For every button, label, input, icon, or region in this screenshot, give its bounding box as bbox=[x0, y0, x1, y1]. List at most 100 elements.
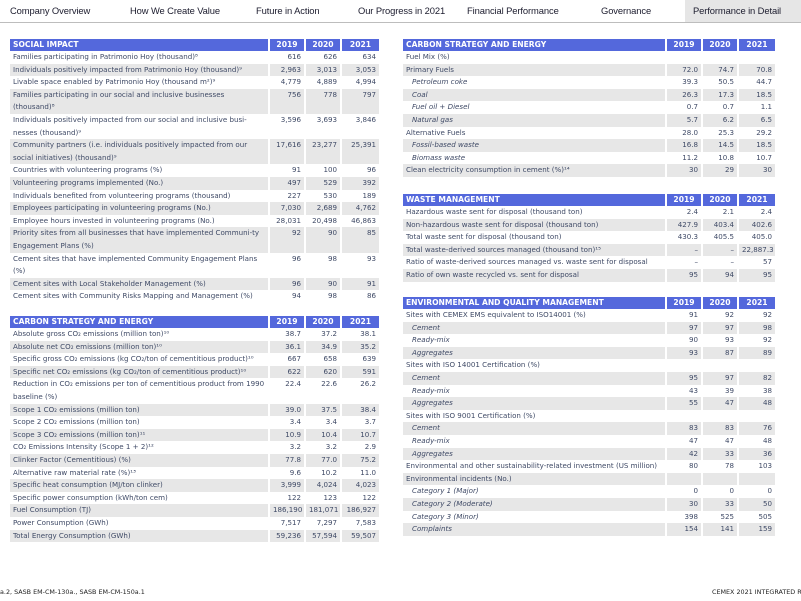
row-value: 98 bbox=[306, 290, 340, 303]
row-value: 186,190 bbox=[270, 504, 304, 517]
row-value: 90 bbox=[306, 227, 340, 253]
row-value: 50.5 bbox=[703, 76, 737, 89]
row-label: Families participating in Patrimonio Hoy… bbox=[10, 51, 268, 64]
top-navigation: Company Overview How We Create Value Fut… bbox=[0, 0, 801, 23]
tab-company-overview[interactable]: Company Overview bbox=[10, 5, 91, 16]
row-value: 18.5 bbox=[739, 88, 775, 102]
row-label: Category 3 (Minor) bbox=[403, 510, 665, 524]
row-value: 154 bbox=[667, 523, 701, 536]
table-row: Cement 97 97 98 bbox=[403, 321, 775, 335]
row-value: 123 bbox=[306, 491, 340, 505]
row-value: 33 bbox=[703, 497, 737, 511]
tab-performance-in-detail[interactable]: Performance in Detail bbox=[685, 0, 801, 22]
row-value: 4,994 bbox=[342, 76, 379, 89]
row-label: Scope 3 CO₂ emissions (million ton)¹¹ bbox=[10, 428, 268, 442]
row-value: 6.2 bbox=[703, 113, 737, 127]
row-label: Petroleum coke bbox=[403, 76, 665, 89]
row-value bbox=[703, 472, 737, 486]
row-value: 86 bbox=[342, 290, 379, 303]
year-header: 2021 bbox=[739, 39, 775, 51]
year-header: 2021 bbox=[739, 297, 775, 309]
row-value: 756 bbox=[270, 88, 304, 114]
row-value: 50 bbox=[739, 497, 775, 511]
row-label: Category 1 (Major) bbox=[403, 485, 665, 498]
row-value: 25,391 bbox=[342, 139, 379, 165]
row-value: 3,013 bbox=[306, 63, 340, 77]
table-row: Ready-mix 43 39 38 bbox=[403, 384, 775, 398]
row-value: 7,030 bbox=[270, 202, 304, 215]
row-label: Total waste sent for disposal (thousand … bbox=[403, 231, 665, 244]
row-value bbox=[667, 472, 701, 486]
table-row: Cement 83 83 76 bbox=[403, 422, 775, 435]
row-value: 181,071 bbox=[306, 504, 340, 517]
row-value: 591 bbox=[342, 365, 379, 379]
row-value: 159 bbox=[739, 523, 775, 536]
row-label: Cement bbox=[403, 371, 665, 385]
row-value: 10.7 bbox=[739, 151, 775, 165]
row-value bbox=[667, 51, 701, 64]
row-value: 405.5 bbox=[703, 231, 737, 244]
row-value: 3,053 bbox=[342, 63, 379, 77]
table-row: Biomass waste 11.2 10.8 10.7 bbox=[403, 151, 775, 165]
row-value: 90 bbox=[306, 277, 340, 291]
row-value: 778 bbox=[306, 88, 340, 114]
table-row: Petroleum coke 39.3 50.5 44.7 bbox=[403, 76, 775, 89]
carbon-strategy-energy-table-left: CARBON STRATEGY AND ENERGY 2019 2020 2021 Ab… bbox=[10, 316, 379, 543]
table-header-row: ENVIRONMENTAL AND QUALITY MANAGEMENT 2019… bbox=[403, 297, 775, 309]
row-value: 90 bbox=[667, 334, 701, 347]
row-value: 96 bbox=[342, 164, 379, 177]
row-value: 0 bbox=[667, 485, 701, 498]
table-row: Complaints 154 141 159 bbox=[403, 523, 775, 536]
row-value: 96 bbox=[270, 252, 304, 278]
table-row: Sites with ISO 14001 Certification (%) bbox=[403, 359, 775, 372]
row-value: 26.3 bbox=[667, 88, 701, 102]
row-label: Ratio of own waste recycled vs. sent for… bbox=[403, 268, 665, 282]
row-label: Specific gross CO₂ emissions (kg CO₂/ton… bbox=[10, 353, 268, 366]
row-value: 11.2 bbox=[667, 151, 701, 165]
row-value: 75.2 bbox=[342, 453, 379, 467]
row-value: 2,963 bbox=[270, 63, 304, 77]
row-value: 17.3 bbox=[703, 88, 737, 102]
row-value: 39.3 bbox=[667, 76, 701, 89]
row-value: 3,596 bbox=[270, 113, 304, 140]
row-value: 525 bbox=[703, 510, 737, 524]
row-label: Alternative Fuels bbox=[403, 126, 665, 140]
row-value: 30 bbox=[667, 164, 701, 177]
row-label: Coal bbox=[403, 88, 665, 102]
row-value: 186,927 bbox=[342, 504, 379, 517]
table-row: Total Energy Consumption (GWh) 59,236 57,5… bbox=[10, 529, 379, 543]
tab-our-progress-2021[interactable]: Our Progress in 2021 bbox=[358, 5, 446, 16]
table-row: Power Consumption (GWh) 7,517 7,297 7,583 bbox=[10, 516, 379, 530]
table-row: Non-hazardous waste sent for disposal (t… bbox=[403, 218, 775, 232]
table-title: WASTE MANAGEMENT bbox=[403, 194, 665, 206]
table-row: Families participating in Patrimonio Hoy… bbox=[10, 51, 379, 64]
row-value: 5.7 bbox=[667, 113, 701, 127]
row-label: Employees participating in volunteering … bbox=[10, 202, 268, 215]
row-value: 392 bbox=[342, 176, 379, 190]
row-value: 82 bbox=[739, 371, 775, 385]
row-value: 10.9 bbox=[270, 428, 304, 442]
row-label: Aggregates bbox=[403, 397, 665, 410]
tab-governance[interactable]: Governance bbox=[601, 5, 652, 16]
row-label: Total Energy Consumption (GWh) bbox=[10, 529, 268, 543]
row-value: 91 bbox=[342, 277, 379, 291]
table-row: Individuals positively impacted from our… bbox=[10, 113, 379, 140]
row-value: 16.8 bbox=[667, 139, 701, 152]
row-value: 92 bbox=[739, 334, 775, 347]
tab-future-in-action[interactable]: Future in Action bbox=[256, 5, 320, 16]
table-row: Absolute gross CO₂ emissions (million to… bbox=[10, 328, 379, 341]
table-row: Fossil-based waste 16.8 14.5 18.5 bbox=[403, 139, 775, 152]
row-value: 658 bbox=[306, 353, 340, 366]
row-value: 1.1 bbox=[739, 101, 775, 114]
tab-financial-performance[interactable]: Financial Performance bbox=[467, 5, 559, 16]
table-header-row: SOCIAL IMPACT 2019 2020 2021 bbox=[10, 39, 379, 51]
row-value: 639 bbox=[342, 353, 379, 366]
row-value: 47 bbox=[703, 397, 737, 410]
tab-how-we-create-value[interactable]: How We Create Value bbox=[130, 5, 220, 16]
row-value: 122 bbox=[342, 491, 379, 505]
row-label: Community partners (i.e. individuals pos… bbox=[10, 139, 268, 165]
table-row: Ready-mix 90 93 92 bbox=[403, 334, 775, 347]
row-label: Fuel oil + Diesel bbox=[403, 101, 665, 114]
row-value: 14.5 bbox=[703, 139, 737, 152]
row-label: Fuel Consumption (TJ) bbox=[10, 504, 268, 517]
